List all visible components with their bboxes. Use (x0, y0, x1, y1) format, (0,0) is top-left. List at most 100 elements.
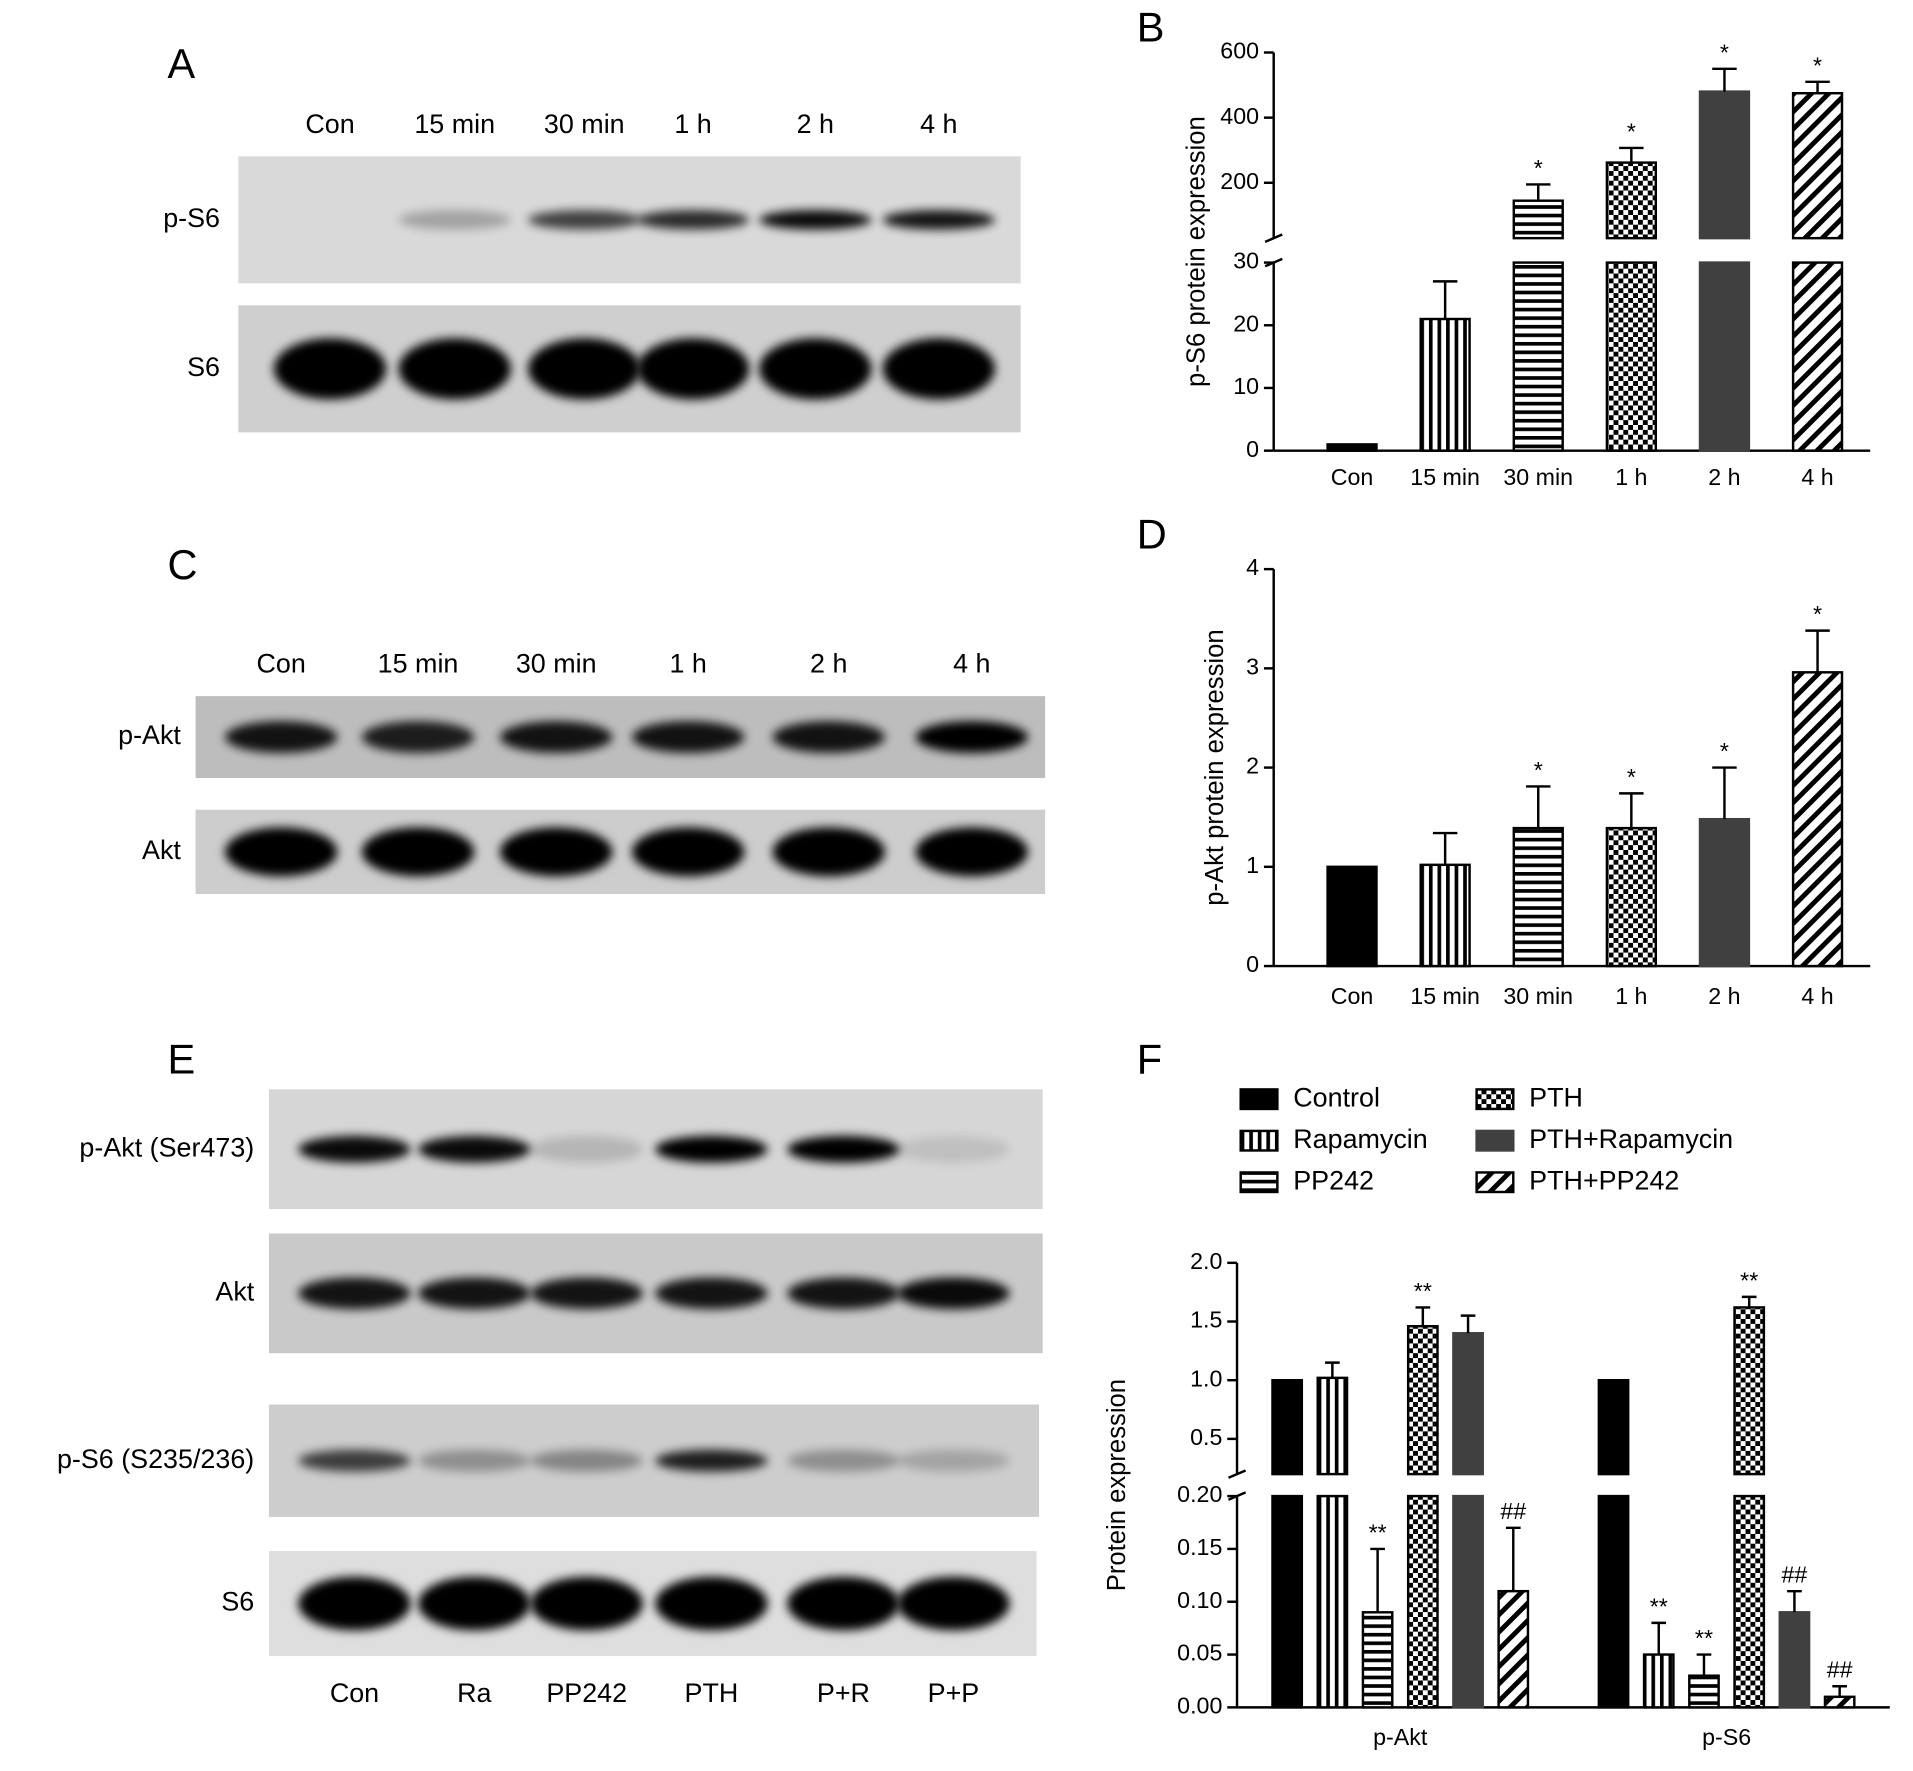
significance-marker: ** (1414, 1278, 1432, 1304)
bar (1823, 1695, 1856, 1709)
bar (1688, 1674, 1720, 1709)
bar-part (1271, 1378, 1304, 1476)
bar (1512, 826, 1564, 968)
significance-marker: ## (1782, 1562, 1808, 1588)
bar (1316, 1376, 1349, 1709)
bar (1605, 826, 1658, 968)
error-bar (1651, 1621, 1667, 1655)
bar-part (1271, 1494, 1304, 1709)
blot-band (298, 1135, 411, 1163)
bar (1778, 1611, 1811, 1709)
lane-label: PTH (685, 1678, 739, 1708)
lane-label: 15 min (378, 649, 459, 679)
lane-label: P+P (928, 1678, 980, 1708)
bar-part (1512, 261, 1564, 452)
significance-marker: * (1813, 52, 1822, 78)
blot-band (418, 1135, 531, 1163)
bar-part (1406, 1494, 1439, 1709)
bar (1698, 90, 1751, 452)
y-tick-label: 600 (1220, 38, 1259, 64)
bar-part (1316, 1494, 1349, 1709)
blot-band (636, 210, 750, 230)
significance-marker: * (1627, 118, 1636, 144)
bar-part (1326, 865, 1378, 968)
significance-marker: ** (1740, 1267, 1758, 1293)
bar-part (1406, 1324, 1439, 1476)
y-tick-label: 1.5 (1190, 1307, 1222, 1333)
blot-band (897, 1135, 1010, 1163)
bar (1271, 1378, 1304, 1709)
bar-part (1316, 1376, 1349, 1476)
blot-row-label: p-S6 (163, 203, 220, 233)
x-tick-label: 30 min (1503, 983, 1573, 1009)
bar-part (1597, 1378, 1630, 1476)
bar (1452, 1332, 1484, 1709)
blot-band (530, 1449, 643, 1472)
legend-swatch (1239, 1171, 1279, 1194)
error-bar (1505, 1526, 1521, 1592)
lane-label: 15 min (414, 109, 495, 139)
blot-band (398, 338, 511, 400)
lane-label: Con (330, 1678, 379, 1708)
blot-band (528, 338, 641, 400)
bar-part (1597, 1494, 1630, 1709)
bar-part (1512, 199, 1564, 240)
blot-band (655, 1135, 768, 1163)
bar-part (1605, 261, 1658, 452)
y-tick-label: 0.00 (1177, 1693, 1222, 1719)
blot-band (882, 338, 996, 400)
error-bar (1415, 1306, 1431, 1327)
legend-swatch (1475, 1088, 1515, 1111)
blot-band (636, 338, 750, 400)
blot-row-label: p-S6 (S235/236) (57, 1444, 254, 1474)
blot-band (915, 721, 1029, 753)
blot-band (224, 721, 338, 753)
error-bar (1370, 1547, 1385, 1613)
y-axis-title: p-Akt protein expression (1201, 629, 1229, 905)
blot-band (418, 1449, 531, 1472)
bar-part (1642, 1653, 1675, 1709)
y-tick-label: 20 (1233, 310, 1259, 336)
x-tick-label: 1 h (1615, 983, 1647, 1009)
y-tick-label: 200 (1220, 168, 1259, 194)
error-bar (1712, 67, 1737, 92)
bar-part (1791, 671, 1844, 968)
blot-band (530, 1277, 643, 1310)
y-axis-title: p-S6 protein expression (1183, 116, 1211, 387)
y-tick-label: 30 (1233, 248, 1259, 274)
blot-band (361, 721, 475, 753)
lane-label: 1 h (669, 649, 706, 679)
bar-part (1698, 90, 1751, 240)
x-tick-label: Con (1331, 464, 1374, 490)
x-tick-label: 1 h (1615, 464, 1647, 490)
x-tick-label: p-Akt (1373, 1724, 1428, 1750)
x-tick-label: 4 h (1801, 983, 1833, 1009)
y-tick-label: 2.0 (1190, 1248, 1222, 1274)
axis-break (1227, 1469, 1247, 1479)
significance-marker: ** (1695, 1625, 1713, 1651)
lane-label: 30 min (544, 109, 625, 139)
lane-label: 4 h (953, 649, 990, 679)
y-tick-label: 2 (1246, 753, 1259, 779)
lane-label: Ra (457, 1678, 491, 1708)
significance-marker: * (1534, 757, 1543, 783)
blot-band (499, 827, 613, 877)
blot-row-label: Akt (142, 835, 181, 865)
blot-band (882, 210, 996, 230)
lane-label: 1 h (674, 109, 711, 139)
blot-band (759, 210, 872, 230)
blot-band (655, 1449, 768, 1472)
blot-row-label: p-Akt (118, 720, 181, 750)
error-bar (1832, 1685, 1847, 1697)
blot-band (298, 1449, 411, 1472)
bar-part (1605, 826, 1658, 968)
error-bar (1712, 766, 1737, 820)
significance-marker: * (1720, 738, 1729, 764)
y-tick-label: 0.20 (1177, 1481, 1222, 1507)
blot-band (361, 827, 475, 877)
blot-band (298, 1576, 411, 1631)
bar-part (1791, 261, 1844, 452)
legend-swatch (1239, 1088, 1279, 1111)
x-tick-label: 15 min (1410, 464, 1480, 490)
